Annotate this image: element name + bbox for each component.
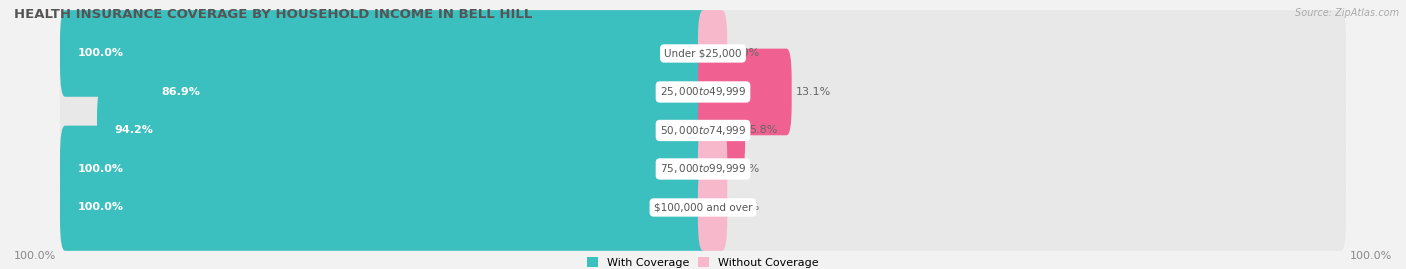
- Text: 100.0%: 100.0%: [14, 251, 56, 261]
- FancyBboxPatch shape: [60, 10, 709, 97]
- FancyBboxPatch shape: [60, 164, 1346, 251]
- Text: HEALTH INSURANCE COVERAGE BY HOUSEHOLD INCOME IN BELL HILL: HEALTH INSURANCE COVERAGE BY HOUSEHOLD I…: [14, 8, 533, 21]
- Text: 5.8%: 5.8%: [749, 125, 778, 136]
- FancyBboxPatch shape: [697, 87, 745, 174]
- FancyBboxPatch shape: [143, 49, 709, 135]
- Text: 94.2%: 94.2%: [115, 125, 153, 136]
- FancyBboxPatch shape: [60, 126, 1346, 212]
- Text: 0.0%: 0.0%: [731, 203, 761, 213]
- FancyBboxPatch shape: [697, 49, 792, 135]
- Legend: With Coverage, Without Coverage: With Coverage, Without Coverage: [582, 253, 824, 269]
- Text: Source: ZipAtlas.com: Source: ZipAtlas.com: [1295, 8, 1399, 18]
- Text: 100.0%: 100.0%: [77, 164, 124, 174]
- FancyBboxPatch shape: [60, 87, 1346, 174]
- FancyBboxPatch shape: [60, 49, 1346, 135]
- Text: $25,000 to $49,999: $25,000 to $49,999: [659, 86, 747, 98]
- Text: 100.0%: 100.0%: [77, 48, 124, 58]
- Text: $75,000 to $99,999: $75,000 to $99,999: [659, 162, 747, 175]
- FancyBboxPatch shape: [60, 10, 1346, 97]
- Text: 100.0%: 100.0%: [77, 203, 124, 213]
- FancyBboxPatch shape: [97, 87, 709, 174]
- Text: $100,000 and over: $100,000 and over: [654, 203, 752, 213]
- FancyBboxPatch shape: [697, 164, 727, 251]
- FancyBboxPatch shape: [697, 126, 727, 212]
- FancyBboxPatch shape: [60, 126, 709, 212]
- Text: Under $25,000: Under $25,000: [664, 48, 742, 58]
- Text: 86.9%: 86.9%: [162, 87, 200, 97]
- Text: $50,000 to $74,999: $50,000 to $74,999: [659, 124, 747, 137]
- Text: 13.1%: 13.1%: [796, 87, 831, 97]
- FancyBboxPatch shape: [697, 10, 727, 97]
- Text: 0.0%: 0.0%: [731, 48, 761, 58]
- Text: 100.0%: 100.0%: [1350, 251, 1392, 261]
- FancyBboxPatch shape: [60, 164, 709, 251]
- Text: 0.0%: 0.0%: [731, 164, 761, 174]
